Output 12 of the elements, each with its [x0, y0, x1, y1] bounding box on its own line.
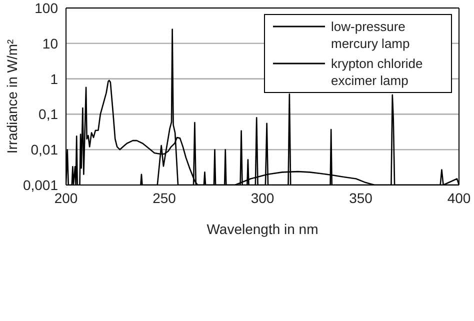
x-tick-label: 250 — [152, 190, 176, 206]
y-tick-label: 10 — [42, 35, 58, 52]
x-axis-title: Wavelength in nm — [206, 221, 318, 237]
y-axis-title: Irradiance in W/m² — [4, 38, 20, 154]
x-tick-label: 350 — [349, 190, 373, 206]
x-tick-label: 400 — [447, 190, 471, 206]
y-tick-label: 1 — [50, 70, 58, 87]
y-tick-label: 0,01 — [30, 142, 58, 158]
y-tick-label: 100 — [34, 0, 58, 16]
x-tick-label: 300 — [250, 190, 274, 206]
legend-label: krypton chloride excimer lamp — [331, 55, 424, 89]
y-tick-label: 0,1 — [38, 106, 58, 122]
